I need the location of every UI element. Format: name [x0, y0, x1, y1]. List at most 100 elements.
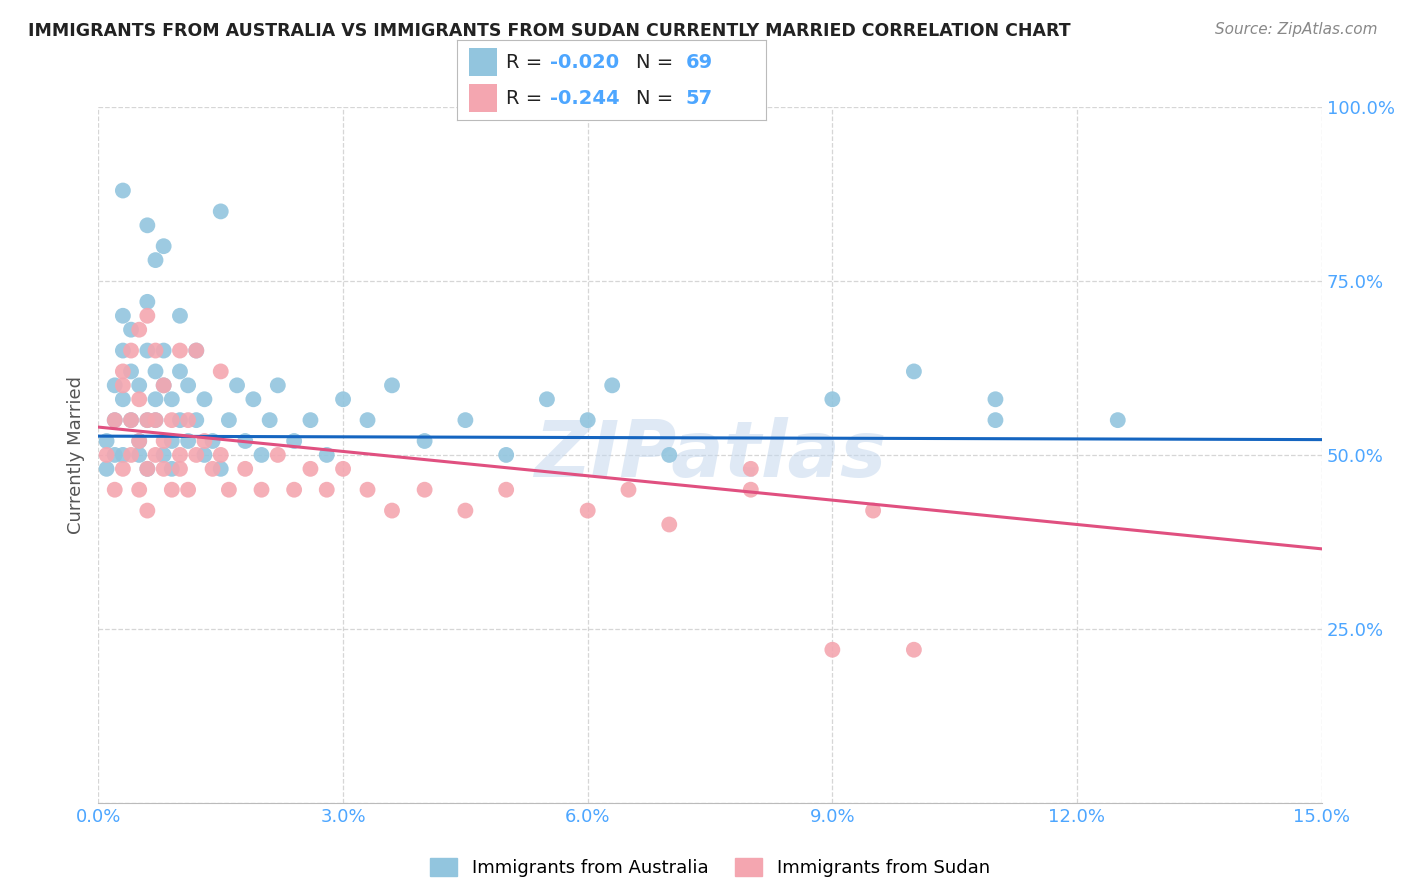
Point: [332, 462, 354, 476]
Point: [250, 483, 273, 497]
Point: [283, 434, 305, 448]
Point: [193, 448, 215, 462]
Point: [454, 413, 477, 427]
Point: [177, 413, 200, 427]
Point: [177, 434, 200, 448]
Point: [201, 434, 224, 448]
Point: [136, 309, 159, 323]
Point: [299, 413, 322, 427]
Point: [152, 434, 174, 448]
Point: [495, 448, 517, 462]
Point: [104, 483, 127, 497]
Text: R =: R =: [506, 89, 548, 108]
Point: [160, 392, 183, 407]
Point: [186, 413, 208, 427]
Point: [145, 413, 167, 427]
Point: [218, 413, 240, 427]
Point: [111, 364, 134, 378]
Text: IMMIGRANTS FROM AUSTRALIA VS IMMIGRANTS FROM SUDAN CURRENTLY MARRIED CORRELATION: IMMIGRANTS FROM AUSTRALIA VS IMMIGRANTS …: [28, 22, 1071, 40]
Legend: Immigrants from Australia, Immigrants from Sudan: Immigrants from Australia, Immigrants fr…: [423, 850, 997, 884]
Point: [104, 378, 127, 392]
Point: [169, 448, 191, 462]
Text: N =: N =: [637, 89, 681, 108]
Point: [177, 483, 200, 497]
Point: [128, 392, 150, 407]
Point: [495, 483, 517, 497]
Point: [267, 378, 290, 392]
Text: 69: 69: [686, 53, 713, 71]
Point: [136, 462, 159, 476]
Point: [136, 343, 159, 358]
Point: [145, 448, 167, 462]
Point: [120, 413, 142, 427]
Point: [96, 434, 118, 448]
Point: [96, 448, 118, 462]
Point: [111, 448, 134, 462]
Point: [315, 448, 337, 462]
Point: [169, 309, 191, 323]
Point: [193, 392, 215, 407]
Point: [332, 392, 354, 407]
Point: [136, 413, 159, 427]
Point: [658, 448, 681, 462]
Point: [128, 434, 150, 448]
Point: [111, 309, 134, 323]
Point: [984, 413, 1007, 427]
Text: ZIPatlas: ZIPatlas: [534, 417, 886, 493]
Point: [233, 434, 256, 448]
Point: [128, 448, 150, 462]
Point: [186, 448, 208, 462]
Point: [128, 323, 150, 337]
Point: [600, 378, 623, 392]
Point: [903, 642, 925, 657]
Y-axis label: Currently Married: Currently Married: [66, 376, 84, 534]
Point: [111, 392, 134, 407]
Point: [152, 378, 174, 392]
Text: R =: R =: [506, 53, 548, 71]
Point: [136, 413, 159, 427]
Point: [218, 483, 240, 497]
Point: [152, 343, 174, 358]
Point: [160, 413, 183, 427]
Point: [160, 483, 183, 497]
Point: [111, 462, 134, 476]
Point: [111, 184, 134, 198]
Point: [145, 364, 167, 378]
Point: [740, 483, 762, 497]
Point: [169, 462, 191, 476]
Point: [209, 364, 232, 378]
Point: [120, 413, 142, 427]
Point: [413, 434, 436, 448]
Point: [356, 483, 378, 497]
Point: [209, 462, 232, 476]
Point: [145, 343, 167, 358]
Point: [315, 483, 337, 497]
Point: [903, 364, 925, 378]
Point: [299, 462, 322, 476]
Point: [267, 448, 290, 462]
Point: [104, 413, 127, 427]
Point: [136, 219, 159, 233]
Point: [111, 343, 134, 358]
Point: [186, 343, 208, 358]
Point: [658, 517, 681, 532]
Point: [617, 483, 640, 497]
Point: [169, 364, 191, 378]
Point: [576, 413, 599, 427]
Point: [984, 392, 1007, 407]
Point: [821, 642, 844, 657]
FancyBboxPatch shape: [470, 48, 498, 77]
Point: [209, 448, 232, 462]
Point: [250, 448, 273, 462]
Point: [120, 364, 142, 378]
Point: [136, 462, 159, 476]
Point: [169, 343, 191, 358]
Text: N =: N =: [637, 53, 681, 71]
Point: [96, 462, 118, 476]
Point: [104, 448, 127, 462]
Text: Source: ZipAtlas.com: Source: ZipAtlas.com: [1215, 22, 1378, 37]
Point: [152, 378, 174, 392]
Point: [576, 503, 599, 517]
Point: [381, 503, 404, 517]
Point: [381, 378, 404, 392]
